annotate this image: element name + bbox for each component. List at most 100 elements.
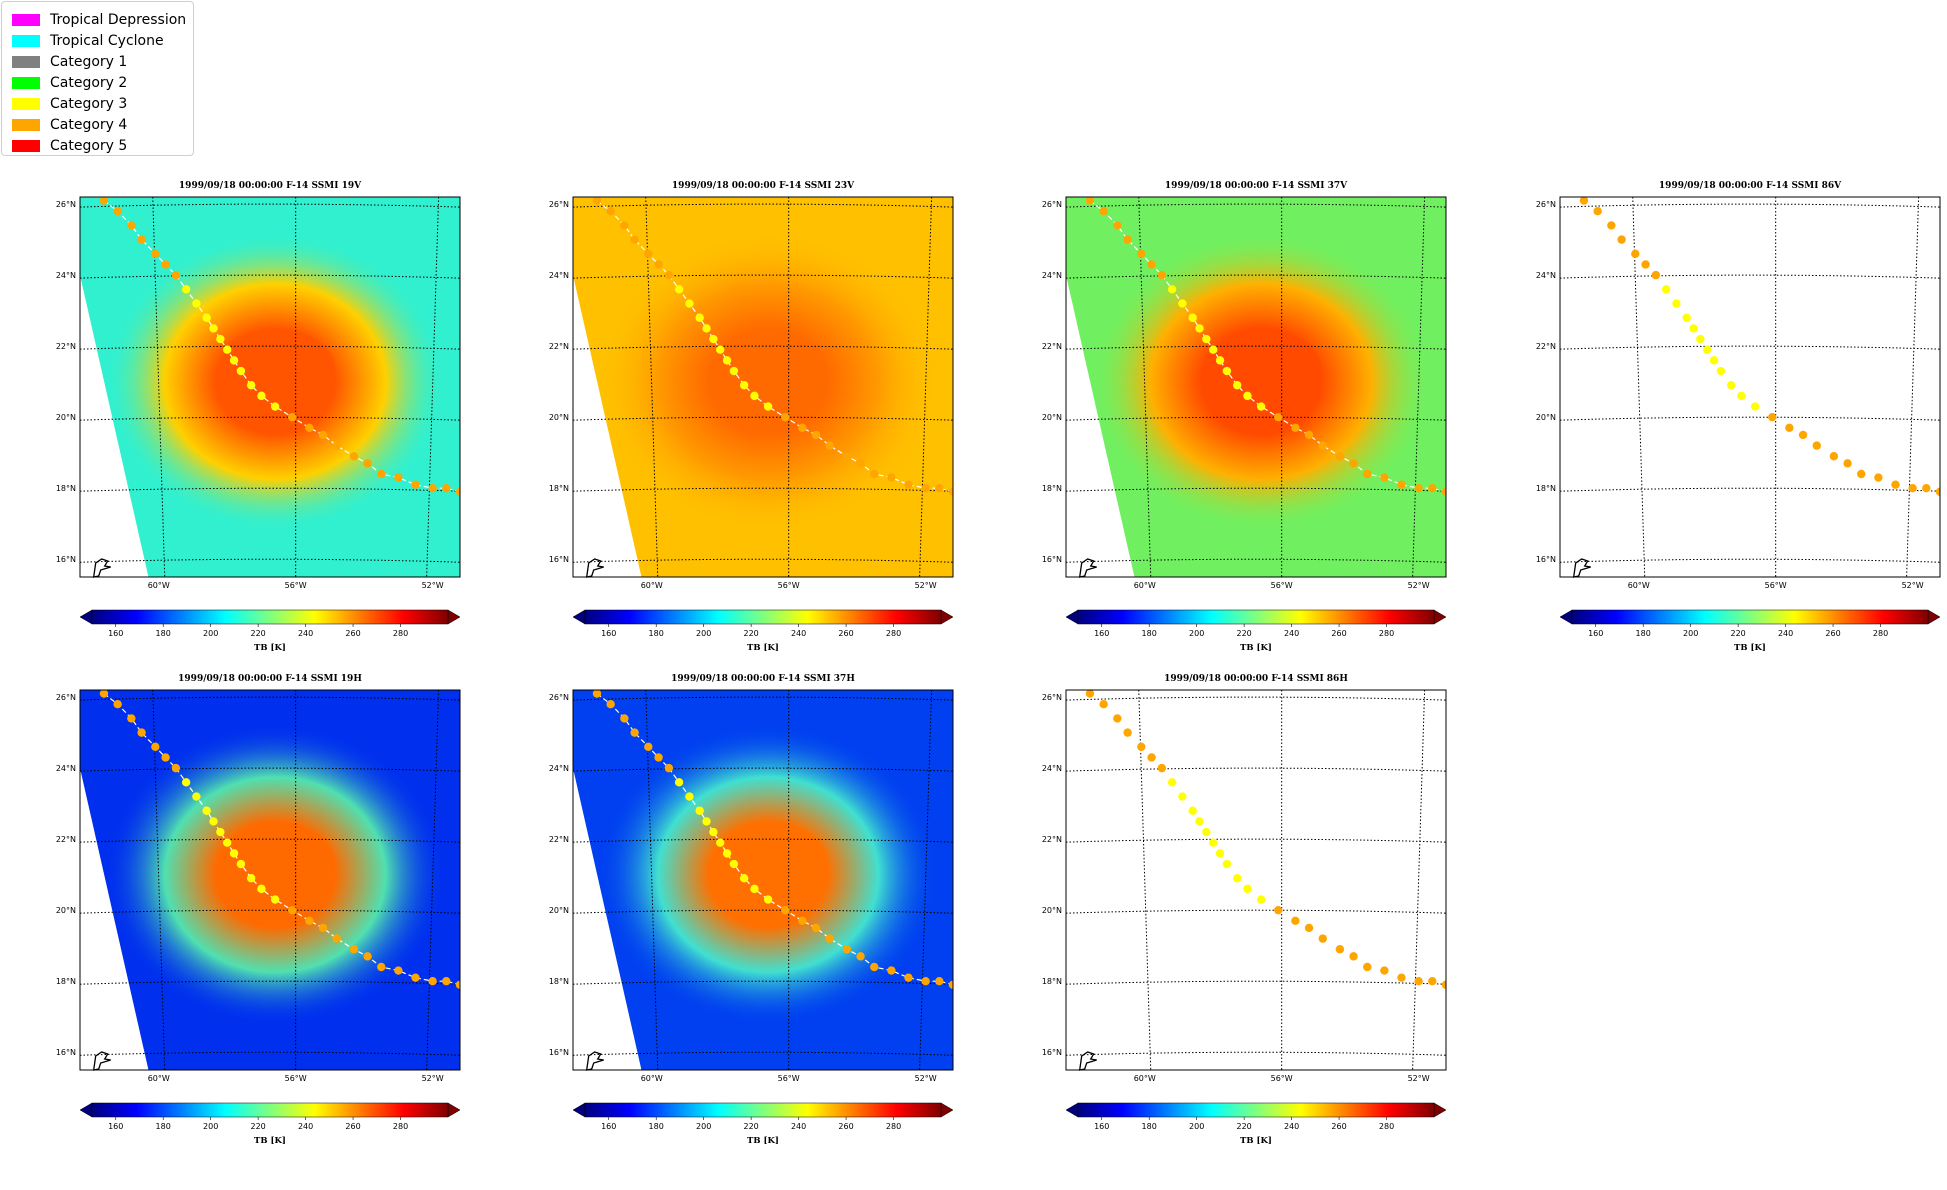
latitude-gridline — [573, 838, 953, 843]
track-point — [825, 934, 834, 943]
island-outline — [585, 1051, 604, 1071]
longitude-gridline — [919, 197, 933, 577]
latitude-tick-label: 18°N — [1042, 977, 1062, 986]
colorbar-tick-label: 280 — [886, 629, 901, 638]
track-point — [620, 221, 629, 230]
track-point — [1641, 260, 1650, 269]
track-point — [825, 441, 834, 450]
track-point — [246, 874, 256, 883]
track-point — [377, 962, 386, 972]
track-point — [171, 270, 181, 280]
track-point — [161, 260, 170, 269]
colorbar-tick-label: 180 — [156, 629, 171, 638]
track-point — [1232, 381, 1242, 390]
latitude-gridline — [80, 558, 460, 563]
track-point — [1099, 207, 1108, 216]
latitude-tick-label: 20°N — [1042, 906, 1062, 915]
track-point — [709, 334, 718, 344]
track-point — [216, 827, 225, 837]
colorbar-min-arrow — [79, 609, 93, 625]
legend-swatch — [12, 76, 40, 89]
latitude-gridline — [80, 767, 460, 772]
latitude-gridline — [1560, 345, 1940, 350]
track-point — [113, 207, 122, 216]
colorbar-tick-label: 200 — [696, 1122, 711, 1131]
track-point — [935, 484, 944, 493]
colorbar-tick-label: 220 — [1730, 629, 1745, 638]
track-point — [811, 430, 821, 440]
panel-title: 1999/09/18 00:00:00 F-14 SSMI 19H — [178, 674, 362, 684]
track-point — [716, 345, 725, 354]
track-point — [948, 980, 953, 989]
track-point — [1651, 270, 1661, 280]
track-point — [1798, 430, 1808, 440]
track-point — [1857, 469, 1866, 479]
track-point — [99, 197, 109, 205]
track-point — [223, 345, 232, 354]
track-point — [1215, 356, 1225, 365]
track-point — [644, 742, 653, 752]
latitude-gridline — [1066, 980, 1446, 985]
track-point — [1716, 366, 1726, 376]
island-outline — [1078, 558, 1097, 578]
track-point — [685, 792, 694, 801]
track-point — [1157, 270, 1167, 280]
track-point — [223, 838, 232, 847]
latitude-gridline — [573, 416, 953, 421]
colorbar-tick-label: 160 — [108, 1122, 123, 1131]
track-point — [1750, 402, 1760, 411]
latitude-gridline — [80, 345, 460, 350]
track-point — [781, 905, 790, 915]
colorbar — [91, 609, 449, 625]
track-point — [99, 690, 109, 698]
latitude-gridline — [80, 416, 460, 421]
longitude-tick-label: 60°W — [1134, 1074, 1156, 1083]
track-point — [1256, 402, 1266, 411]
colorbar-label: TB [K] — [1734, 643, 1766, 653]
track-point — [236, 366, 246, 376]
panel-title: 1999/09/18 00:00:00 F-14 SSMI 19V — [178, 181, 362, 191]
latitude-tick-label: 22°N — [56, 342, 76, 351]
colorbar-label: TB [K] — [747, 643, 779, 653]
track-point — [428, 977, 437, 986]
track-point — [887, 966, 896, 975]
track-point — [798, 916, 807, 926]
longitude-gridline — [1632, 197, 1646, 577]
track-point — [1349, 952, 1358, 961]
latitude-tick-label: 16°N — [549, 555, 569, 564]
latitude-gridline — [1066, 696, 1446, 701]
track-point — [750, 391, 759, 401]
track-point — [1843, 459, 1852, 468]
latitude-gridline — [80, 696, 460, 701]
colorbar-tick-label: 180 — [1142, 1122, 1157, 1131]
track-point — [1380, 966, 1389, 975]
track-point — [270, 895, 280, 904]
track-point — [209, 817, 218, 826]
track-point — [664, 270, 674, 280]
latitude-gridline — [573, 980, 953, 985]
colorbar-tick-label: 160 — [601, 629, 616, 638]
legend-label: Category 4 — [50, 116, 128, 133]
legend-swatch — [12, 34, 40, 47]
track-point — [113, 700, 122, 709]
track-point — [904, 973, 913, 982]
colorbar-tick-label: 220 — [743, 1122, 758, 1131]
track-point — [1682, 313, 1691, 322]
track-point — [1696, 334, 1705, 344]
latitude-tick-label: 24°N — [1536, 271, 1556, 280]
colorbar-tick-label: 240 — [298, 629, 313, 638]
latitude-gridline — [1066, 345, 1446, 350]
colorbar — [584, 1102, 942, 1118]
track-point — [1593, 207, 1602, 216]
map-panel: 26°N 24°N 22°N 20°N 18°N 16°N 60°W 56°W 52°W 160 1… — [1536, 196, 1941, 653]
track-point — [1935, 487, 1940, 496]
track-point — [722, 356, 732, 365]
colorbar-tick-label: 280 — [1379, 1122, 1394, 1131]
latitude-tick-label: 26°N — [56, 200, 76, 209]
longitude-tick-label: 56°W — [285, 581, 307, 590]
colorbar-tick-label: 240 — [298, 1122, 313, 1131]
track-point — [1768, 412, 1777, 422]
track-point — [870, 962, 879, 972]
longitude-tick-label: 60°W — [1134, 581, 1156, 590]
track-point — [1202, 334, 1211, 344]
